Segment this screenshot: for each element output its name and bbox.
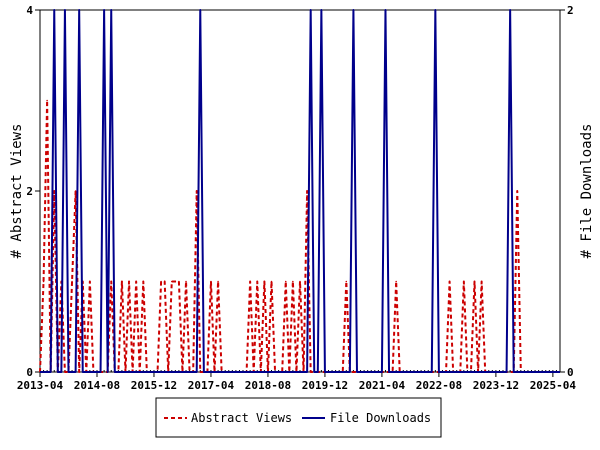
data-point-file-downloads bbox=[78, 9, 80, 11]
legend-box bbox=[155, 397, 442, 438]
data-point-abstract-views bbox=[210, 280, 212, 283]
right-y-tick-label: 0 bbox=[567, 366, 574, 379]
data-point-abstract-views bbox=[170, 280, 173, 283]
data-point-abstract-views bbox=[195, 190, 198, 192]
data-point-abstract-views bbox=[110, 280, 113, 283]
data-point-abstract-views bbox=[74, 190, 77, 192]
data-point-file-downloads bbox=[509, 9, 511, 11]
x-axis-ticks: 2013-04 2014-08 2015-12 2017-04 2018-08 2019-… bbox=[17, 370, 577, 392]
data-point-abstract-views bbox=[142, 280, 145, 283]
data-point-abstract-views bbox=[284, 280, 287, 283]
left-y-tick-label: 0 bbox=[26, 366, 33, 379]
data-point-file-downloads bbox=[309, 9, 312, 11]
data-point-abstract-views bbox=[121, 280, 123, 283]
data-point-file-downloads bbox=[110, 9, 113, 11]
data-point-abstract-views bbox=[249, 280, 251, 283]
right-y-axis-title: # File Downloads bbox=[579, 124, 595, 259]
data-point-abstract-views bbox=[463, 280, 465, 283]
x-tick-label: 2013-04 bbox=[17, 379, 64, 392]
data-point-abstract-views bbox=[395, 280, 397, 283]
data-point-abstract-views bbox=[46, 99, 48, 102]
data-point-file-downloads bbox=[320, 9, 323, 11]
data-point-file-downloads bbox=[53, 9, 56, 11]
right-y-tick-label: 2 bbox=[567, 4, 574, 17]
data-point-abstract-views bbox=[480, 280, 483, 283]
data-point-abstract-views bbox=[135, 280, 137, 283]
data-point-file-downloads bbox=[103, 9, 105, 11]
series-layer bbox=[39, 9, 560, 373]
data-point-abstract-views bbox=[473, 280, 476, 283]
x-tick-label: 2025-04 bbox=[530, 379, 577, 392]
x-tick-label: 2023-12 bbox=[473, 379, 519, 392]
legend-label-abstract-views: Abstract Views bbox=[191, 411, 292, 425]
data-point-abstract-views bbox=[53, 190, 56, 192]
x-tick-label: 2017-04 bbox=[188, 379, 235, 392]
legend: Abstract Views File Downloads bbox=[155, 397, 442, 438]
plot-background bbox=[39, 9, 561, 373]
data-point-abstract-views bbox=[263, 280, 266, 283]
data-point-abstract-views bbox=[160, 280, 162, 283]
data-point-abstract-views bbox=[306, 190, 308, 192]
series-line-abstract-views bbox=[39, 99, 560, 373]
data-point-abstract-views bbox=[292, 280, 294, 283]
legend-label-file-downloads: File Downloads bbox=[330, 411, 431, 425]
data-point-abstract-views bbox=[42, 280, 45, 283]
x-tick-label: 2015-12 bbox=[131, 379, 177, 392]
data-point-abstract-views bbox=[178, 280, 180, 283]
x-tick-label: 2014-08 bbox=[74, 379, 120, 392]
data-point-abstract-views bbox=[299, 280, 301, 283]
left-y-tick-label: 2 bbox=[26, 185, 33, 198]
data-point-file-downloads bbox=[199, 9, 202, 11]
data-point-abstract-views bbox=[174, 280, 177, 283]
data-point-abstract-views bbox=[448, 280, 451, 283]
data-point-abstract-views bbox=[516, 190, 519, 192]
x-tick-label: 2018-08 bbox=[245, 379, 291, 392]
left-y-tick-label: 4 bbox=[26, 4, 33, 17]
left-y-axis-title: # Abstract Views bbox=[9, 124, 25, 259]
data-point-file-downloads bbox=[384, 9, 387, 11]
data-point-file-downloads bbox=[434, 9, 437, 11]
data-point-abstract-views bbox=[256, 280, 259, 283]
x-tick-label: 2021-04 bbox=[359, 379, 406, 392]
data-point-abstract-views bbox=[185, 280, 187, 283]
x-tick-label: 2022-08 bbox=[416, 379, 462, 392]
x-tick-label: 2019-12 bbox=[302, 379, 348, 392]
data-point-file-downloads bbox=[352, 9, 355, 11]
data-point-file-downloads bbox=[64, 9, 66, 11]
data-point-abstract-views bbox=[345, 280, 348, 283]
right-y-axis-ticks: 02 bbox=[560, 4, 574, 379]
series-line-file-downloads bbox=[40, 9, 560, 373]
left-y-axis-ticks: 0 2 4 bbox=[26, 4, 40, 379]
data-point-abstract-views bbox=[270, 280, 273, 283]
data-point-abstract-views bbox=[128, 280, 130, 283]
data-point-abstract-views bbox=[89, 280, 91, 283]
data-point-abstract-views bbox=[217, 280, 219, 283]
data-point-abstract-views bbox=[71, 280, 73, 283]
data-point-abstract-views bbox=[163, 280, 166, 283]
